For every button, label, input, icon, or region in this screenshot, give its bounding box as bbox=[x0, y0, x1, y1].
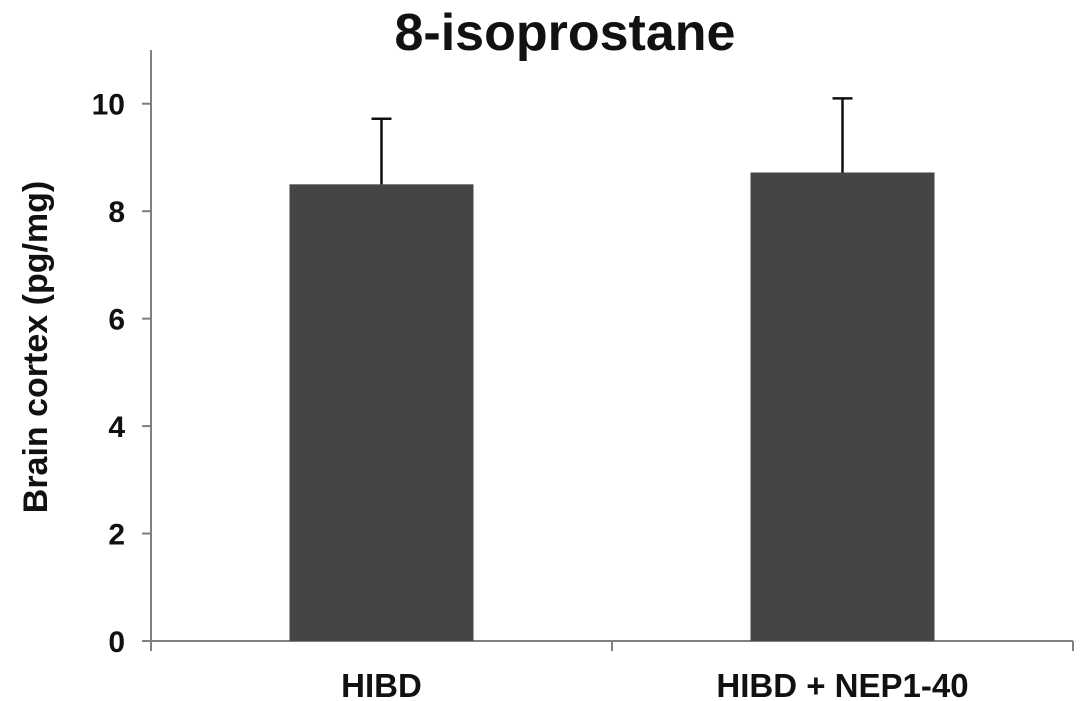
y-tick-label: 0 bbox=[108, 626, 125, 659]
y-tick-label: 10 bbox=[92, 89, 125, 122]
y-tick-label: 8 bbox=[108, 196, 125, 229]
y-tick-label: 6 bbox=[108, 304, 125, 337]
x-category-label: HIBD bbox=[341, 667, 422, 701]
y-axis-label: Brain cortex (pg/mg) bbox=[17, 181, 55, 513]
y-ticks: 0 2 4 6 8 10 bbox=[92, 89, 151, 659]
bar bbox=[750, 172, 935, 642]
chart-title: 8-isoprostane bbox=[395, 4, 736, 62]
x-category-label: HIBD + NEP1-40 bbox=[716, 667, 968, 701]
axes bbox=[150, 50, 1073, 642]
bars bbox=[289, 172, 935, 642]
error-bars bbox=[371, 97, 853, 185]
y-tick-label: 4 bbox=[108, 411, 125, 444]
y-tick-label: 2 bbox=[108, 519, 125, 552]
x-ticks: HIBD HIBD + NEP1-40 bbox=[150, 641, 1074, 701]
bar bbox=[289, 184, 474, 641]
